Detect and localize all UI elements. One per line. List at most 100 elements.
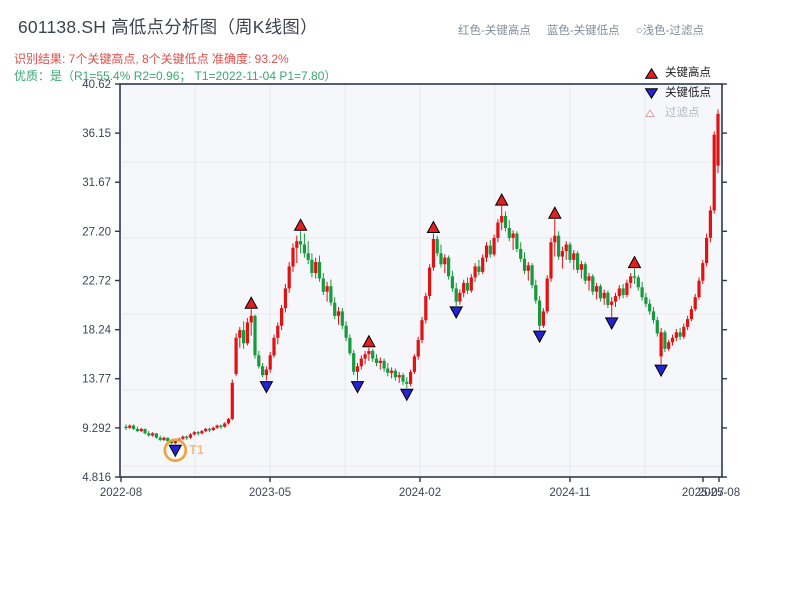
candle-body bbox=[188, 434, 193, 438]
candle-body bbox=[207, 428, 212, 431]
key-low-marker bbox=[168, 444, 183, 458]
candle-body bbox=[595, 286, 599, 292]
key-high-marker bbox=[627, 255, 642, 269]
key-high-marker bbox=[293, 218, 308, 231]
plot-area bbox=[120, 84, 722, 477]
candle-body bbox=[564, 244, 568, 252]
candle-body bbox=[587, 276, 591, 281]
candle-body bbox=[268, 355, 272, 370]
candle-body bbox=[192, 432, 196, 435]
candle-body bbox=[538, 300, 542, 326]
candle-body bbox=[629, 276, 633, 283]
recognition-result-text: 识别结果: 7个关键高点, 8个关键低点 准确度: 93.2% bbox=[14, 52, 289, 66]
candle-body bbox=[462, 282, 466, 293]
key-low-marker bbox=[259, 381, 274, 394]
candle-body bbox=[321, 278, 325, 292]
candle-body bbox=[238, 330, 242, 338]
candle-body bbox=[359, 358, 363, 367]
kline-chart: 40.62 36.15 31.67 27.20 22.72 18.24 13.77 9.292… bbox=[82, 79, 740, 499]
candle-body bbox=[697, 280, 701, 298]
legend-filtered-label: 过滤点 bbox=[665, 106, 700, 119]
candle-body bbox=[367, 350, 371, 355]
candle-body bbox=[132, 425, 136, 429]
key-low-marker bbox=[449, 306, 464, 319]
y-tick-label: 18.24 bbox=[82, 325, 111, 337]
candle-body bbox=[678, 332, 682, 337]
legend-item-filtered: 过滤点 bbox=[645, 103, 711, 123]
candle-body bbox=[147, 433, 151, 436]
header-legend-key-high: 红色-关键高点 bbox=[458, 25, 531, 37]
candle-body bbox=[428, 267, 432, 296]
candle-body bbox=[708, 210, 712, 238]
candle-body bbox=[549, 242, 553, 279]
candle-body bbox=[420, 320, 424, 340]
candle-body bbox=[416, 340, 420, 357]
candle-body bbox=[439, 253, 443, 265]
key-low-marker bbox=[654, 364, 668, 378]
candle-body bbox=[693, 297, 697, 310]
candle-body bbox=[215, 425, 219, 428]
candle-body bbox=[249, 315, 253, 323]
x-tick-label: 2023-05 bbox=[249, 487, 291, 499]
chart-legend-box: 关键高点 关键低点 过滤点 bbox=[645, 63, 711, 123]
candle-body bbox=[166, 437, 170, 441]
candle-body bbox=[234, 337, 238, 374]
key-high-marker bbox=[362, 334, 376, 348]
candle-body bbox=[344, 325, 348, 338]
candle-body bbox=[230, 382, 234, 419]
candle-body bbox=[291, 247, 295, 267]
candle-body bbox=[276, 325, 280, 338]
candle-body bbox=[151, 433, 155, 436]
candle-body bbox=[185, 436, 189, 438]
candle-body bbox=[154, 433, 158, 438]
candle-body bbox=[397, 375, 401, 378]
candle-body bbox=[219, 425, 223, 427]
candle-body bbox=[648, 303, 652, 312]
candle-body bbox=[435, 239, 439, 254]
candle-body bbox=[447, 257, 451, 277]
light-open-triangle-icon bbox=[645, 108, 655, 117]
candle-body bbox=[515, 233, 519, 249]
legend-item-key-high: 关键高点 bbox=[645, 63, 711, 83]
candle-body bbox=[257, 355, 261, 367]
candle-body bbox=[465, 282, 470, 291]
candle-body bbox=[598, 286, 602, 299]
candle-body bbox=[371, 350, 375, 359]
candle-body bbox=[712, 134, 716, 211]
y-tick-label: 4.816 bbox=[82, 472, 111, 484]
y-tick-label: 27.20 bbox=[82, 226, 111, 238]
y-tick-label: 9.292 bbox=[82, 423, 111, 435]
candle-body bbox=[340, 311, 344, 326]
candle-body bbox=[526, 265, 530, 271]
t1-label: T1 bbox=[189, 443, 204, 457]
candle-body bbox=[701, 263, 705, 281]
candle-body bbox=[602, 292, 606, 299]
y-tick-label: 36.15 bbox=[82, 128, 111, 140]
candle-body bbox=[481, 257, 485, 272]
candle-body bbox=[242, 330, 246, 344]
candle-body bbox=[393, 370, 397, 378]
candle-body bbox=[667, 342, 671, 349]
candle-body bbox=[280, 308, 284, 326]
candle-body bbox=[545, 278, 549, 312]
blue-down-triangle-icon bbox=[645, 87, 658, 99]
candle-body bbox=[336, 311, 341, 316]
candle-body bbox=[329, 286, 333, 303]
candle-body bbox=[169, 441, 174, 444]
candle-body bbox=[181, 436, 185, 439]
x-tick-label: 2022-08 bbox=[100, 487, 142, 499]
candle-body bbox=[272, 337, 276, 356]
x-tick-label: 2024-11 bbox=[549, 487, 590, 499]
candle-body bbox=[659, 332, 663, 357]
x-tick-label: 2024-02 bbox=[399, 487, 441, 499]
key-low-marker bbox=[604, 317, 619, 330]
candle-body bbox=[686, 319, 690, 327]
candle-body bbox=[158, 437, 162, 440]
legend-key-low-label: 关键低点 bbox=[665, 86, 711, 99]
candle-body bbox=[606, 292, 610, 305]
candle-body bbox=[632, 276, 637, 278]
candle-body bbox=[378, 360, 382, 363]
candle-body bbox=[245, 322, 249, 344]
header-legend: 红色-关键高点 蓝色-关键低点 ○浅色-过滤点 bbox=[458, 22, 704, 38]
candle-body bbox=[405, 381, 409, 384]
